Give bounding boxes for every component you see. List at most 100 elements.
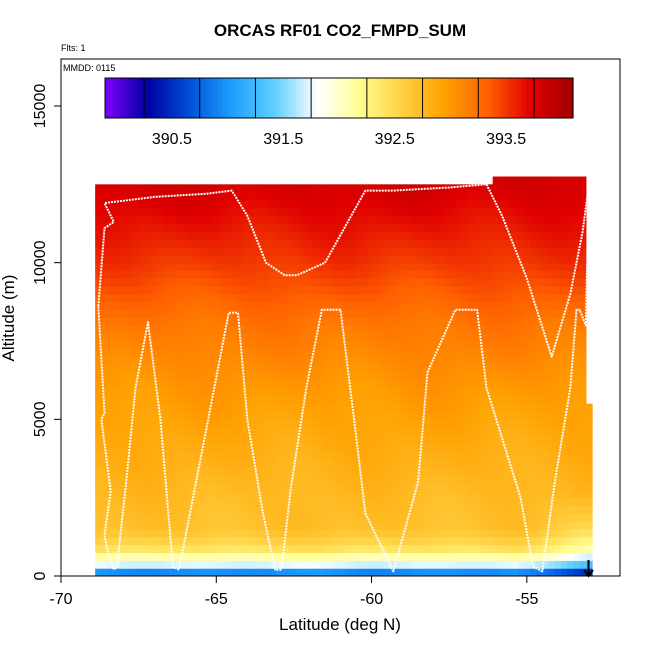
heatmap-cell-2644 [418, 223, 425, 232]
heatmap-cell-2521 [405, 403, 413, 413]
heatmap-cell-1961 [337, 482, 345, 491]
heatmap-cell-3000 [467, 568, 475, 576]
heatmap-cell-523 [157, 388, 165, 397]
heatmap-cell-3635 [542, 356, 550, 366]
heatmap-cell-440 [144, 254, 152, 264]
heatmap-cell-2139 [356, 262, 363, 272]
heatmap-cell-1469 [275, 419, 283, 428]
heatmap-cell-632 [169, 317, 177, 326]
heatmap-cell-1096 [225, 207, 233, 217]
heatmap-cell-3354 [511, 560, 519, 569]
heatmap-cell-1144 [231, 223, 239, 232]
heatmap-cell-2421 [393, 403, 401, 413]
heatmap-cell-2262 [374, 474, 382, 483]
heatmap-cell-3297 [498, 207, 506, 217]
heatmap-cell-392 [138, 239, 146, 248]
heatmap-cell-2569 [411, 419, 419, 428]
heatmap-cell-2330 [380, 333, 388, 342]
heatmap-cell-1316 [256, 442, 264, 452]
heatmap-cell-3523 [529, 435, 537, 444]
heatmap-cell-2964 [461, 458, 469, 467]
colorbar-swatch-2 [112, 78, 118, 118]
heatmap-cell-2441 [393, 247, 401, 256]
heatmap-cell-3906 [573, 231, 581, 240]
heatmap-cell-172 [113, 395, 121, 405]
heatmap-cell-156 [113, 521, 121, 530]
heatmap-cell-534 [157, 301, 165, 311]
heatmap-cell-868 [200, 427, 208, 436]
heatmap-cell-1255 [250, 529, 258, 538]
heatmap-cell-776 [188, 364, 196, 373]
heatmap-cell-3004 [467, 536, 475, 546]
heatmap-cell-964 [213, 458, 220, 467]
heatmap-cell-1151 [238, 560, 245, 569]
heatmap-cell-1778 [312, 348, 320, 358]
heatmap-cell-1423 [269, 388, 276, 397]
heatmap-cell-3266 [498, 450, 506, 460]
heatmap-cell-198 [113, 192, 121, 201]
heatmap-cell-1601 [293, 560, 301, 569]
heatmap-cell-2312 [380, 474, 388, 483]
heatmap-cell-2132 [356, 317, 363, 326]
heatmap-cell-2590 [411, 254, 419, 264]
heatmap-cell-2189 [362, 262, 370, 272]
heatmap-cell-173 [113, 388, 121, 397]
heatmap-cell-297 [126, 200, 134, 209]
heatmap-cell-1366 [262, 442, 270, 452]
heatmap-cell-3946 [579, 317, 587, 326]
heatmap-cell-1940 [331, 254, 338, 264]
heatmap-cell-407 [144, 513, 152, 522]
heatmap-cell-2333 [380, 309, 388, 319]
heatmap-cell-7 [95, 513, 102, 522]
heatmap-cell-3299 [498, 192, 506, 201]
heatmap-cell-1610 [293, 489, 301, 499]
heatmap-cell-1404 [269, 536, 276, 546]
heatmap-cell-3028 [467, 348, 475, 358]
heatmap-cell-275 [126, 372, 134, 381]
heatmap-cell-3280 [498, 341, 506, 350]
x-tick-label: -55 [515, 591, 538, 608]
heatmap-cell-1576 [287, 364, 295, 373]
heatmap-cell-1447 [269, 200, 276, 209]
heatmap-cell-2652 [424, 552, 432, 561]
heatmap-cell-2851 [449, 560, 456, 569]
heatmap-cell-2237 [368, 278, 376, 287]
heatmap-cell-3657 [542, 184, 550, 193]
heatmap-cell-349 [132, 184, 140, 193]
heatmap-cell-1856 [324, 521, 332, 530]
heatmap-cell-1557 [287, 513, 295, 522]
heatmap-cell-938 [206, 270, 214, 279]
heatmap-cell-589 [163, 262, 171, 272]
heatmap-cell-3531 [529, 372, 537, 381]
colorbar-swatch-50 [300, 78, 305, 118]
heatmap-cell-1621 [293, 403, 301, 413]
heatmap-cell-404 [144, 536, 152, 546]
heatmap-cell-2338 [380, 270, 388, 279]
heatmap-cell-2821 [442, 403, 450, 413]
heatmap-cell-49 [95, 184, 102, 193]
heatmap-cell-1304 [256, 536, 264, 546]
heatmap-cell-2534 [405, 301, 413, 311]
heatmap-cell-1848 [318, 192, 326, 201]
heatmap-cell-433 [144, 309, 152, 319]
heatmap-cell-1215 [244, 450, 252, 460]
heatmap-cell-985 [213, 294, 220, 303]
heatmap-cell-3195 [486, 215, 494, 225]
heatmap-cell-2571 [411, 403, 419, 413]
heatmap-cell-3030 [467, 333, 475, 342]
heatmap-cell-3236 [492, 286, 500, 295]
heatmap-cell-1783 [312, 309, 320, 319]
heatmap-cell-2934 [455, 301, 463, 311]
colorbar-swatch-18 [175, 78, 180, 118]
heatmap-cell-2816 [442, 442, 450, 452]
heatmap-cell-777 [188, 356, 196, 366]
heatmap-cell-1436 [269, 286, 276, 295]
heatmap-cell-438 [144, 270, 152, 279]
heatmap-cell-3148 [480, 192, 488, 201]
heatmap-cell-2714 [430, 458, 438, 467]
heatmap-cell-829 [194, 341, 202, 350]
heatmap-cell-1171 [238, 403, 245, 413]
heatmap-cell-1198 [238, 192, 245, 201]
heatmap-cell-719 [182, 419, 189, 428]
heatmap-cell-3948 [579, 301, 587, 311]
